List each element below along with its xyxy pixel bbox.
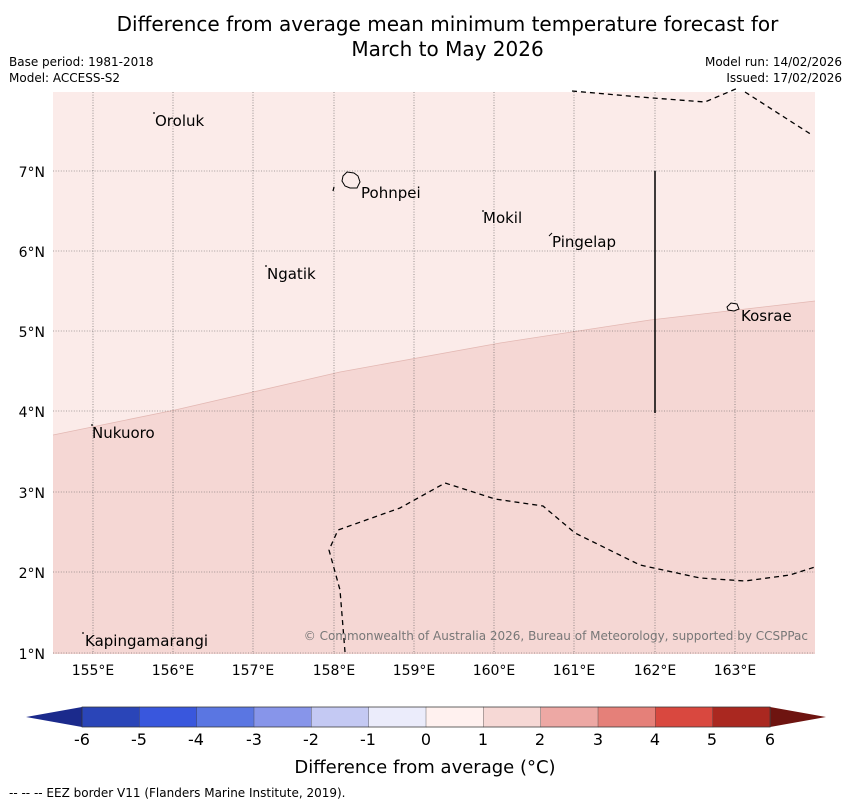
colorbar-tick-label: -2 — [303, 730, 319, 749]
map-zone-1-to-2 — [53, 301, 815, 654]
model-run: Model run: 14/02/2026 — [704, 55, 842, 69]
place-label-kosrae: Kosrae — [741, 307, 792, 325]
colorbar-segment — [139, 706, 198, 728]
place-label-pingelap: Pingelap — [552, 233, 616, 251]
lat-tick-label: 6°N — [19, 245, 45, 261]
lon-tick-label: 160°E — [473, 663, 516, 679]
lon-tick-label: 162°E — [634, 663, 677, 679]
colorbar-segment — [81, 706, 141, 728]
title-line-2: March to May 2026 — [351, 37, 544, 61]
lon-tick-label: 156°E — [152, 663, 195, 679]
colorbar-segment — [483, 706, 542, 728]
colorbar-tick-label: 5 — [707, 730, 717, 749]
contour-line — [52, 300, 816, 436]
colorbar-segment — [540, 706, 599, 728]
lat-tick-label: 3°N — [19, 486, 45, 502]
colorbar-segment — [597, 706, 657, 728]
island-dots — [82, 112, 553, 634]
colorbar-tick-label: -6 — [74, 730, 90, 749]
colorbar-tick-label: 0 — [421, 730, 431, 749]
colorbar-tick-label: -5 — [131, 730, 147, 749]
lon-tick-label: 163°E — [714, 663, 757, 679]
colorbar-tick-label: -3 — [246, 730, 262, 749]
pohnpei-island-shape — [341, 171, 361, 189]
kosrae-island-shape — [726, 302, 740, 312]
colorbar-segment — [253, 706, 313, 728]
colorbar-tick-label: 2 — [535, 730, 545, 749]
lon-tick-label: 159°E — [393, 663, 436, 679]
colorbar-tick-label: -4 — [188, 730, 204, 749]
colorbar-segment — [655, 706, 714, 728]
colorbar-label: Difference from average (°C) — [294, 757, 556, 778]
latitude-axis: 7°N 6°N 5°N 4°N 3°N 2°N 1°N — [19, 165, 45, 663]
eez-border — [328, 87, 816, 653]
colorbar-tick-label: -1 — [360, 730, 376, 749]
colorbar-segment — [368, 706, 427, 728]
lat-tick-label: 2°N — [19, 566, 45, 582]
colorbar-segment — [712, 706, 771, 728]
colorbar-segment — [196, 706, 255, 728]
longitude-axis: 155°E 156°E 157°E 158°E 159°E 160°E 161°… — [72, 663, 757, 679]
colorbar-tick-label: 4 — [650, 730, 660, 749]
place-label-pohnpei: Pohnpei — [361, 184, 421, 202]
issued-date: Issued: 17/02/2026 — [726, 71, 842, 85]
lon-tick-label: 161°E — [553, 663, 596, 679]
colorbar-tick-label: 3 — [593, 730, 603, 749]
title-line-1: Difference from average mean minimum tem… — [116, 12, 779, 36]
colorbar-max-arrow — [770, 707, 826, 727]
colorbar-min-arrow — [26, 707, 82, 727]
colorbar-tick-label: 1 — [478, 730, 488, 749]
map-title: Difference from average mean minimum tem… — [0, 12, 850, 62]
place-label-mokil: Mokil — [483, 209, 522, 227]
place-label-oroluk: Oroluk — [155, 112, 204, 130]
lon-tick-label: 155°E — [72, 663, 115, 679]
model-name: Model: ACCESS-S2 — [9, 71, 121, 85]
colorbar: -6 -5 -4 -3 -2 -1 0 1 2 3 4 5 6 — [26, 706, 826, 749]
eez-footnote: -- -- -- EEZ border V11 (Flanders Marine… — [9, 786, 346, 800]
colorbar-segment — [311, 706, 370, 728]
lon-tick-label: 157°E — [232, 663, 275, 679]
lat-tick-label: 5°N — [19, 325, 45, 341]
colorbar-segment — [425, 706, 485, 728]
base-period: Base period: 1981-2018 — [9, 55, 154, 69]
place-label-kapingamarangi: Kapingamarangi — [85, 632, 208, 650]
lat-tick-label: 4°N — [19, 405, 45, 421]
place-label-ngatik: Ngatik — [267, 265, 316, 283]
copyright-notice: © Commonwealth of Australia 2026, Bureau… — [304, 629, 808, 643]
eez-border-fragment — [332, 186, 335, 192]
place-label-nukuoro: Nukuoro — [92, 424, 155, 442]
lat-tick-label: 7°N — [19, 165, 45, 181]
lon-tick-label: 158°E — [313, 663, 356, 679]
lat-tick-label: 1°N — [19, 647, 45, 663]
colorbar-tick-label: 6 — [765, 730, 775, 749]
